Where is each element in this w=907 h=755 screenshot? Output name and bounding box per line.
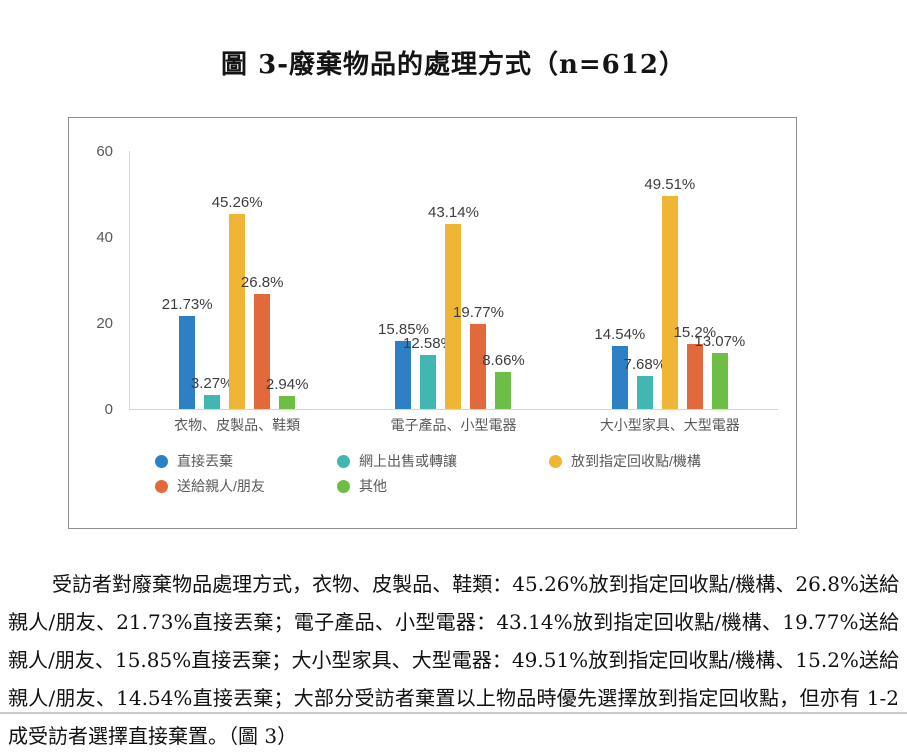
bar-g2-s0 [611,346,628,409]
bar-g0-s1 [204,394,221,409]
bar-value-label: 26.8% [240,273,284,291]
bar-g1-s0 [395,340,412,409]
bar-value-label: 43.14% [428,203,479,221]
bar-value-label: 49.51% [644,176,696,194]
bar-g1-s3 [470,324,487,409]
y-axis-tick-label: 60 [96,143,113,160]
bottom-rule [0,712,907,714]
bar-wrap: 12.58% [403,335,454,409]
y-axis-tick-label: 40 [96,229,113,246]
bar-g2-s3 [686,343,703,409]
bar-wrap: 15.85% [378,321,429,409]
summary-paragraph: 受訪者對廢棄物品處理方式，衣物、皮製品、鞋類：45.26%放到指定回收點/機構、… [8,572,899,748]
x-axis-labels: 衣物、皮製品、鞋類 電子產品、小型電器 大小型家具、大型電器 [129,415,778,435]
bar-wrap: 43.14% [428,204,479,409]
bar-value-label: 8.66% [482,351,525,369]
bar-value-label: 15.2% [673,323,717,341]
bar-wrap: 14.54% [594,326,645,409]
bar-g0-s4 [279,396,296,409]
figure-title: 圖 3-廢棄物品的處理方式（n=612） [221,50,686,80]
bar-value-label: 13.07% [694,332,746,350]
bar-group: 15.85% 12.58% 43.14% 19.77% 8.66% [345,118,561,409]
legend-dot-icon [155,454,168,468]
chart-frame: 0 20 40 60 21.73% 3.27% 45.26% 26.8% 2.94% 15.85… [68,117,797,529]
bar-value-label: 19.77% [453,304,504,321]
legend-label: 直接丟棄 [177,453,233,469]
legend-label: 網上出售或轉讓 [359,453,457,469]
x-axis-category-label: 大小型家具、大型電器 [599,417,740,433]
bar-wrap: 21.73% [162,296,213,409]
bar-wrap: 26.8% [241,274,283,409]
bar-value-label: 14.54% [594,326,646,344]
bar-value-label: 7.68% [623,355,667,373]
legend-dot-icon [337,454,350,468]
bar-g0-s0 [179,315,196,409]
bar-g2-s1 [636,375,653,409]
x-axis-category-label: 電子產品、小型電器 [390,417,517,433]
x-axis-category-label: 衣物、皮製品、鞋類 [174,417,301,433]
bar-wrap: 49.51% [644,176,695,409]
bar-group: 21.73% 3.27% 45.26% 26.8% 2.94% [129,118,345,409]
bar-g2-s4 [711,352,728,409]
legend-item: 直接丟棄 [155,451,337,471]
bar-g2-s2 [661,196,678,409]
bar-wrap: 19.77% [453,304,504,409]
legend-label: 放到指定回收點/機構 [571,453,701,469]
plot-area: 21.73% 3.27% 45.26% 26.8% 2.94% 15.85% 12.58% 4… [129,118,778,409]
bar-g0-s2 [229,214,246,409]
y-axis-line [129,151,130,409]
bar-g0-s3 [254,293,271,409]
bar-value-label: 21.73% [161,295,213,313]
legend-item: 其他 [337,476,549,496]
y-axis-tick-label: 20 [96,315,113,332]
bar-wrap: 3.27% [191,375,233,409]
legend-item: 送給親人/朋友 [155,476,337,496]
legend-dot-icon [549,454,562,468]
bar-wrap: 7.68% [624,356,666,409]
legend-dot-icon [337,479,350,493]
bar-g1-s1 [420,354,437,409]
legend: 直接丟棄 網上出售或轉讓 放到指定回收點/機構 送給親人/朋友 其他 [155,451,701,496]
bar-value-label: 45.26% [211,194,263,212]
bar-wrap: 15.2% [674,324,716,409]
bar-g1-s2 [445,223,462,409]
y-axis: 0 20 40 60 [69,118,121,528]
legend-label: 其他 [359,478,387,494]
bar-wrap: 13.07% [694,333,745,409]
legend-item: 網上出售或轉讓 [337,451,549,471]
y-axis-tick-label: 0 [104,401,113,418]
bar-group: 14.54% 7.68% 49.51% 15.2% 13.07% [562,118,778,409]
bar-wrap: 8.66% [482,352,525,409]
legend-item: 放到指定回收點/機構 [549,451,701,471]
legend-label: 送給親人/朋友 [177,478,265,494]
legend-dot-icon [155,479,168,493]
bar-value-label: 3.27% [190,374,234,392]
bar-value-label: 2.94% [265,376,309,394]
bar-wrap: 2.94% [266,376,308,409]
bar-g1-s4 [495,371,512,409]
bar-value-label: 15.85% [378,320,429,338]
x-axis-line [129,409,778,410]
bar-wrap: 45.26% [212,194,263,409]
bar-value-label: 12.58% [403,334,454,352]
